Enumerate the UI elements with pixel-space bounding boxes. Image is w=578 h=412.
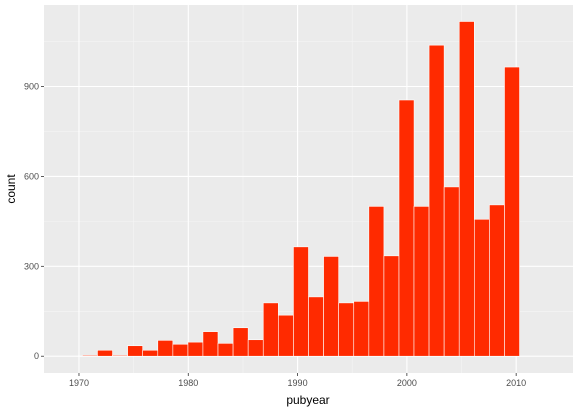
histogram-bar: [142, 349, 159, 357]
histogram-bar: [187, 341, 204, 357]
y-tick-label: 300: [24, 261, 39, 271]
x-tick-label: 1980: [178, 378, 198, 388]
x-axis-title: pubyear: [286, 393, 329, 407]
y-axis-title: count: [4, 174, 18, 204]
histogram-bar: [97, 349, 113, 357]
y-tick-label: 0: [34, 351, 39, 361]
histogram-bar: [353, 301, 370, 357]
histogram-bar: [474, 218, 490, 357]
histogram-bar: [458, 21, 475, 357]
histogram-bar: [278, 314, 294, 357]
y-tick-label: 900: [24, 82, 39, 92]
histogram-bar: [398, 99, 415, 357]
histogram-bar: [338, 302, 355, 357]
histogram-bar: [127, 345, 143, 357]
histogram-bar: [172, 343, 189, 357]
histogram-bar: [308, 296, 324, 357]
histogram-bar: [368, 206, 385, 357]
y-axis-ticks: 0 300 600 900: [24, 82, 44, 361]
histogram-bar: [504, 66, 520, 357]
histogram-bar: [217, 343, 234, 357]
x-axis-ticks: 1970 1980 1990 2000 2010: [69, 373, 526, 388]
x-tick-label: 1970: [69, 378, 89, 388]
histogram-bar: [413, 206, 430, 357]
histogram-bar: [293, 246, 309, 357]
histogram-bar: [247, 339, 264, 357]
histogram-bars: [82, 21, 520, 357]
histogram-bar: [489, 204, 505, 357]
histogram-bar: [157, 340, 174, 357]
histogram-bar: [112, 355, 128, 357]
histogram-bar: [443, 186, 460, 357]
histogram-bar: [82, 355, 98, 357]
x-tick-label: 1990: [288, 378, 308, 388]
x-tick-label: 2000: [397, 378, 417, 388]
histogram-bar: [428, 44, 445, 357]
histogram-bar: [323, 256, 339, 357]
x-tick-label: 2010: [506, 378, 526, 388]
histogram-bar: [383, 255, 400, 357]
histogram-bar: [262, 302, 279, 357]
histogram-bar: [202, 331, 219, 357]
y-tick-label: 600: [24, 171, 39, 181]
histogram-bar: [232, 327, 249, 357]
